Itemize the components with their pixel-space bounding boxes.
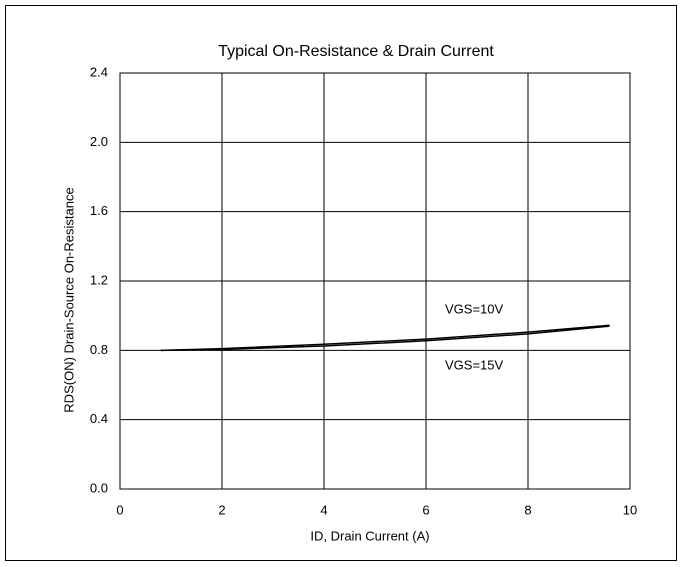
x-tick-label: 0 <box>116 502 123 517</box>
y-axis-label: RDS(ON) Drain-Source On-Resistance <box>61 187 76 412</box>
y-tick-label: 1.6 <box>90 203 108 218</box>
x-tick-label: 2 <box>218 502 225 517</box>
y-tick-label: 2.0 <box>90 134 108 149</box>
series-line <box>160 325 610 352</box>
y-tick-label: 0.0 <box>90 480 108 495</box>
series-label: VGS=10V <box>445 301 504 316</box>
x-tick-label: 4 <box>320 502 327 517</box>
x-axis-label: ID, Drain Current (A) <box>310 528 429 543</box>
chart-title: Typical On-Resistance & Drain Current <box>218 43 494 60</box>
series-line <box>160 324 610 352</box>
y-tick-label: 0.4 <box>90 411 108 426</box>
x-tick-label: 8 <box>524 502 531 517</box>
x-tick-label: 10 <box>623 502 637 517</box>
frame <box>5 5 677 561</box>
y-tick-label: 2.4 <box>90 64 108 79</box>
x-tick-label: 6 <box>422 502 429 517</box>
y-tick-label: 0.8 <box>90 342 108 357</box>
series-label: VGS=15V <box>445 357 504 372</box>
plot-frame <box>119 72 631 490</box>
y-tick-label: 1.2 <box>90 272 108 287</box>
